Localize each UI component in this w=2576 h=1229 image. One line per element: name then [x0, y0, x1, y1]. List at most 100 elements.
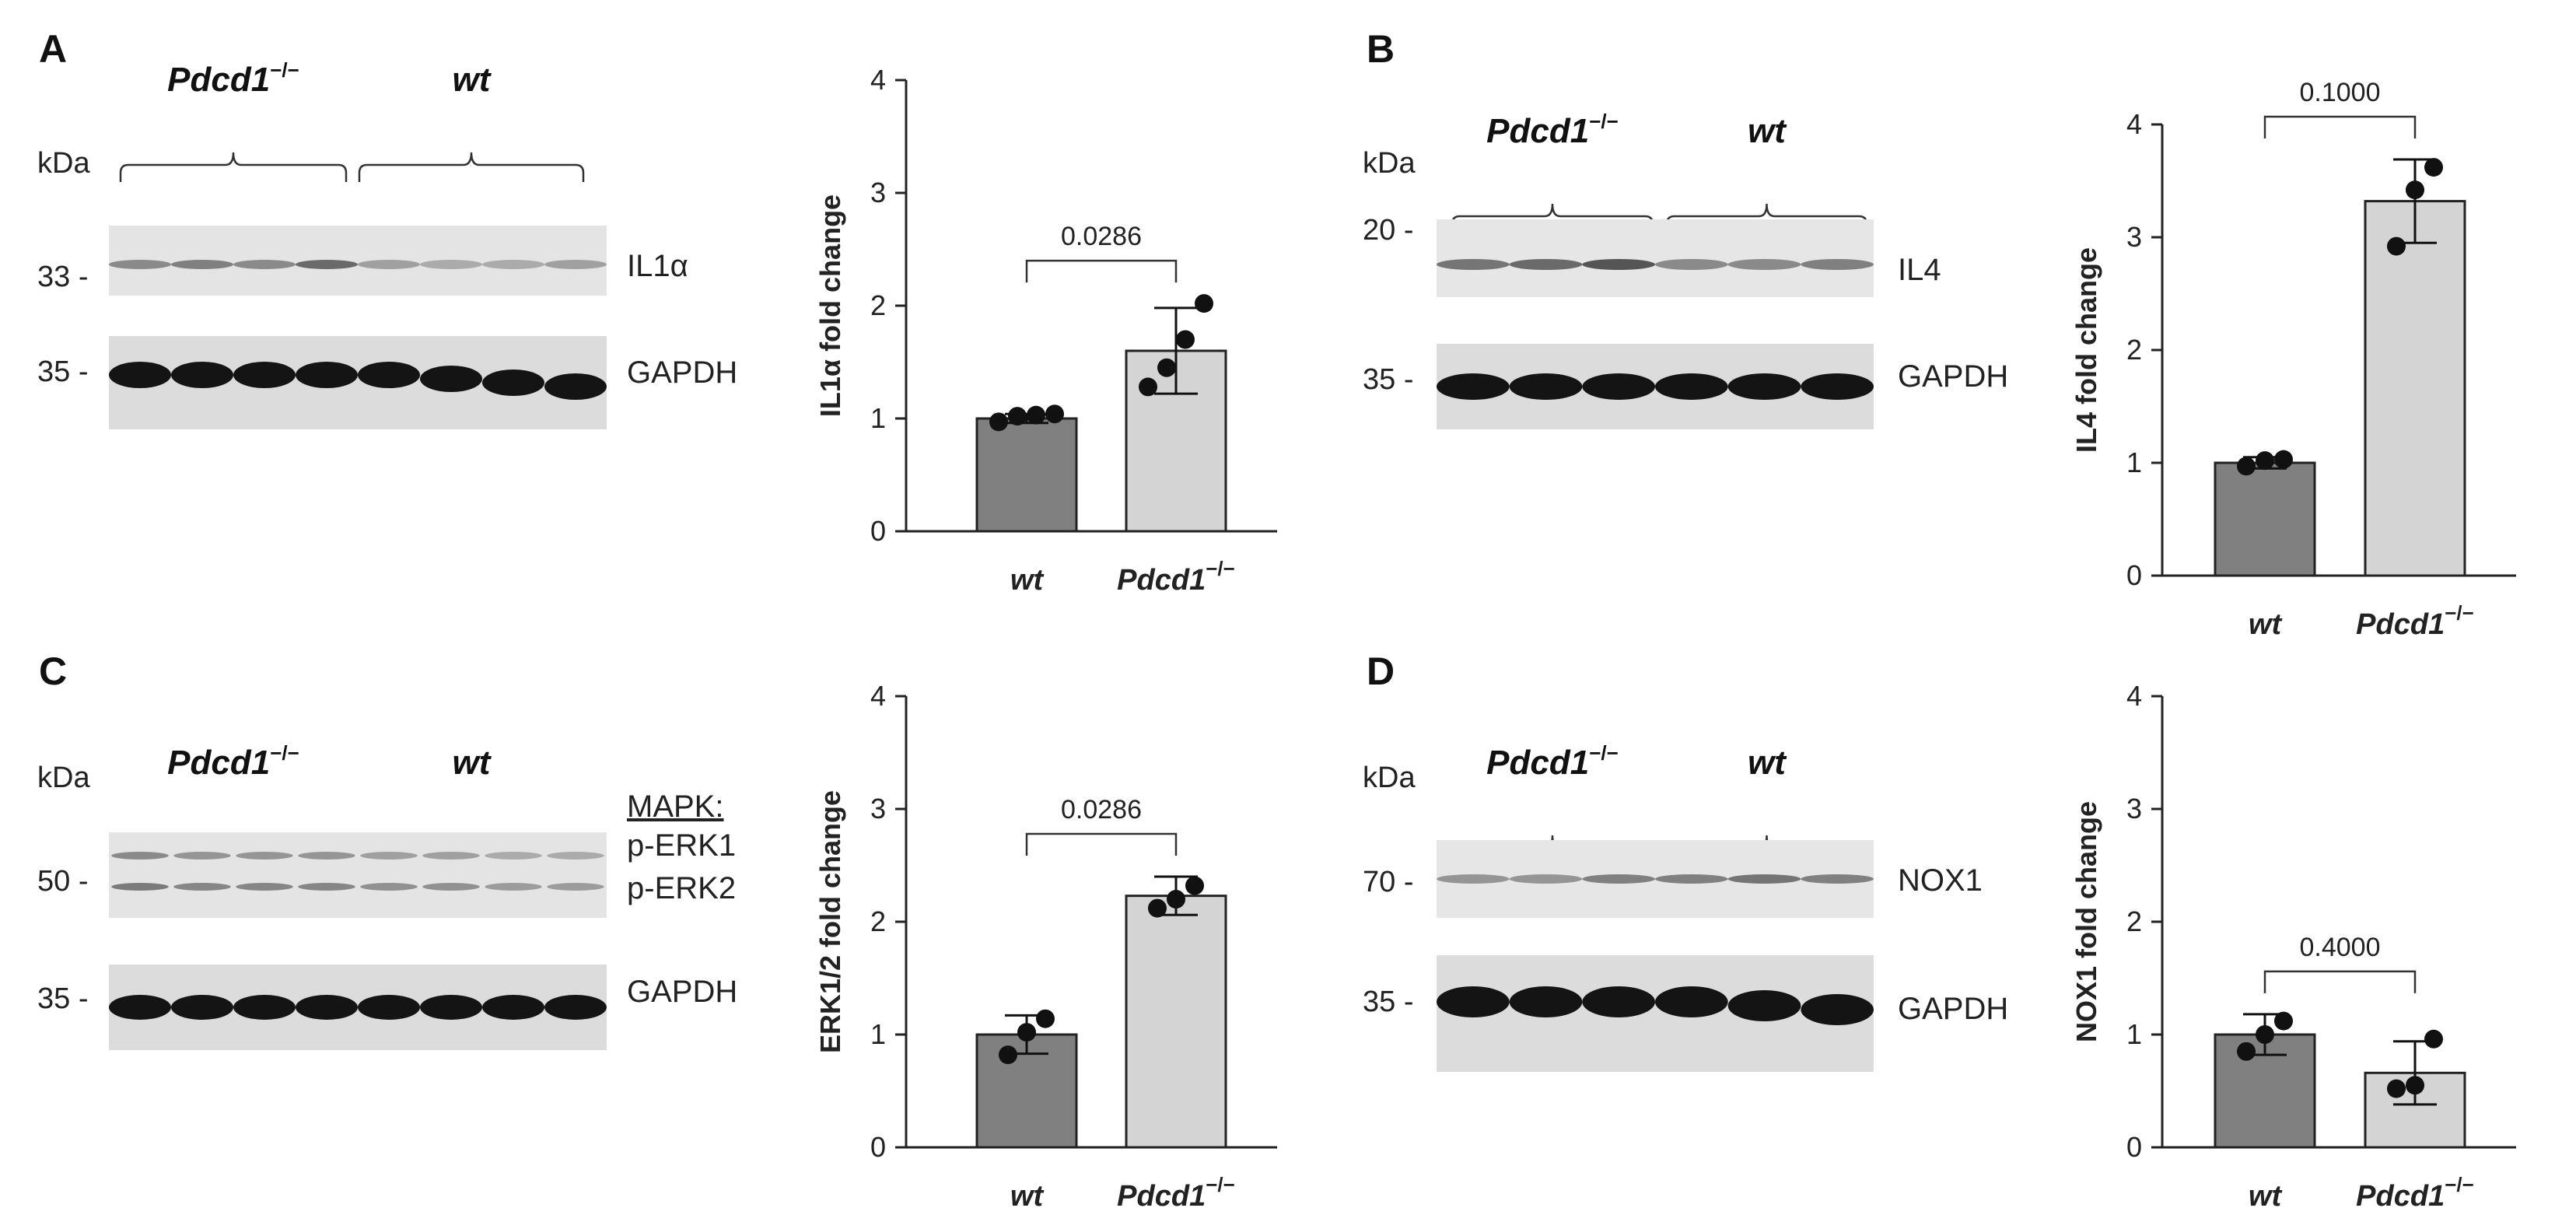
y-tick-label: 3	[870, 177, 886, 208]
blot-gapdh-a	[109, 336, 607, 429]
panel-letter: B	[1367, 27, 1395, 71]
data-point	[1036, 1009, 1055, 1028]
blot-band	[422, 883, 480, 891]
blot-band	[1437, 986, 1510, 1017]
y-axis-label: NOX1 fold change	[2070, 801, 2102, 1042]
y-tick-label: 1	[870, 402, 886, 434]
y-axis-label: IL1α fold change	[814, 194, 846, 417]
chart-b: 0 1 2 3 4 IL4 fold change wt Pdcd1−/− 0.1000	[2070, 78, 2516, 641]
data-point	[2237, 457, 2256, 476]
data-point	[1157, 358, 1176, 377]
blot-band	[544, 260, 607, 269]
blot-band	[173, 883, 231, 891]
x-category-label: Pdcd1−/−	[1117, 557, 1235, 597]
blot-band	[1655, 874, 1728, 884]
blot-band	[1727, 990, 1801, 1021]
protein-label: IL1α	[627, 249, 688, 283]
blot-band	[296, 260, 358, 269]
kda-label: kDa	[37, 147, 90, 180]
bar	[2214, 461, 2316, 577]
data-point	[1045, 404, 1064, 424]
blot-band	[544, 995, 607, 1020]
blot-band	[296, 362, 358, 388]
mw-marker: 35 -	[1363, 363, 1413, 396]
y-tick-label: 3	[2126, 793, 2142, 825]
data-point	[1185, 876, 1204, 895]
panel-letter: C	[39, 650, 67, 693]
x-category-label: wt	[2249, 1180, 2283, 1213]
data-point	[989, 412, 1008, 432]
p-value-label: 0.0286	[1061, 795, 1142, 825]
chart-a: 0 1 2 3 4 IL1α fold change wt Pdcd1−/− 0.0286	[814, 64, 1277, 597]
blot-il1a	[109, 226, 607, 296]
protein-label: GAPDH	[627, 355, 737, 390]
data-point	[2237, 1042, 2256, 1061]
blot-band	[298, 883, 355, 891]
mw-marker: 35 -	[37, 982, 88, 1015]
blot-band	[236, 883, 293, 891]
mw-marker: 33 -	[37, 261, 88, 293]
group-brace-wildtype	[1665, 203, 1868, 233]
y-axis-label: IL4 fold change	[2070, 247, 2102, 453]
chart-c: 0 1 2 3 4 ERK1/2 fold change wt Pdcd1−/− 0.0286	[814, 680, 1277, 1213]
y-tick-label: 3	[870, 793, 886, 825]
y-tick-label: 0	[2126, 1131, 2142, 1163]
kda-label: kDa	[1363, 147, 1416, 180]
blot-band	[1801, 373, 1874, 400]
kda-label: kDa	[1363, 762, 1416, 794]
protein-label: NOX1	[1898, 863, 1983, 898]
data-point	[1167, 890, 1185, 909]
blot-band	[485, 852, 542, 860]
blot-band	[1509, 874, 1583, 884]
x-category-label: wt	[2249, 608, 2283, 641]
blot-band	[1801, 259, 1874, 270]
data-point	[2424, 1029, 2443, 1049]
blot-band	[1655, 373, 1728, 400]
blot-band	[1801, 874, 1874, 884]
bar	[975, 417, 1078, 533]
data-point	[1176, 330, 1195, 349]
p-value-label: 0.0286	[1061, 222, 1142, 251]
blot-band	[298, 852, 355, 860]
blot-band	[1437, 259, 1510, 270]
group-label-knockout: Pdcd1−/−	[1486, 741, 1619, 782]
blot-band	[1582, 986, 1655, 1017]
blot-band	[1727, 259, 1801, 270]
data-point	[2256, 1025, 2274, 1044]
x-category-label: wt	[1010, 564, 1045, 597]
y-tick-label: 1	[870, 1018, 886, 1050]
data-point	[2256, 451, 2274, 471]
data-point	[999, 1045, 1017, 1065]
mapk-header: MAPK:	[627, 790, 723, 824]
p-value-label: 0.1000	[2300, 78, 2381, 107]
group-label-wildtype: wt	[1748, 744, 1787, 782]
group-label-knockout: Pdcd1−/−	[167, 741, 299, 782]
bar	[2364, 200, 2466, 577]
group-brace-knockout	[1451, 203, 1654, 233]
group-label-knockout: Pdcd1−/−	[1486, 110, 1619, 150]
data-point	[1195, 294, 1213, 313]
mw-marker: 35 -	[1363, 986, 1413, 1018]
data-point	[1008, 407, 1027, 426]
data-point	[2406, 180, 2424, 200]
blot-band	[360, 883, 418, 891]
y-tick-label: 4	[870, 680, 886, 712]
y-axis-label: ERK1/2 fold change	[814, 790, 846, 1053]
protein-label: GAPDH	[627, 975, 737, 1009]
protein-label: GAPDH	[1898, 359, 2008, 394]
bar-chart-panels: 0 1 2 3 4 IL1α fold change wt Pdcd1−/− 0.0286 0 1 2…	[814, 64, 2516, 1213]
blot-band	[1582, 874, 1655, 884]
data-point	[2274, 450, 2293, 469]
data-point	[1017, 1023, 1036, 1042]
blot-nox1	[1437, 840, 1874, 918]
mw-marker: 50 -	[37, 865, 88, 898]
blot-band	[485, 883, 542, 891]
blot-gapdh-d	[1437, 955, 1874, 1072]
blot-band	[420, 366, 482, 392]
significance-bracket	[1025, 832, 1178, 856]
y-tick-label: 1	[2126, 1018, 2142, 1050]
mw-marker: 20 -	[1363, 214, 1413, 247]
y-tick-label: 3	[2126, 221, 2142, 253]
